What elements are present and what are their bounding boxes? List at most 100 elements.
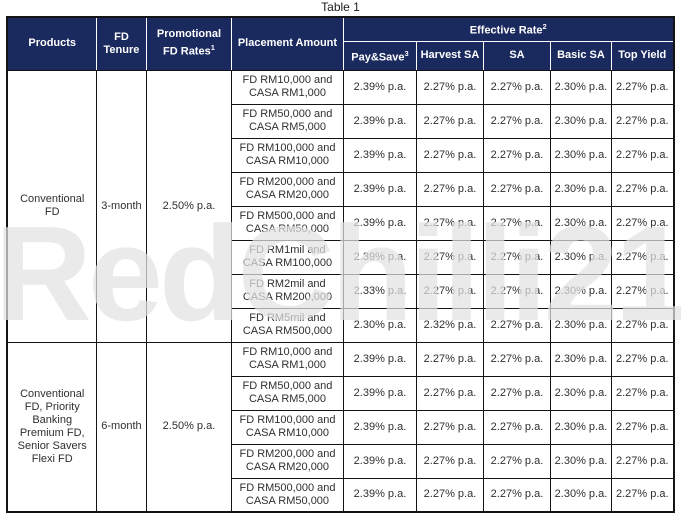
tenure-cell: 3-month bbox=[95, 69, 147, 343]
col-header-effective-rate: Effective Rate2 bbox=[342, 16, 675, 42]
rate-cell: 2.39% p.a. bbox=[342, 409, 417, 445]
placement-line: FD RM500,000 and bbox=[239, 481, 336, 494]
rate-cell: 2.30% p.a. bbox=[549, 341, 612, 377]
rate-cell: 2.39% p.a. bbox=[342, 69, 417, 105]
rate-cell: 2.27% p.a. bbox=[415, 409, 484, 445]
rate-cell: 2.27% p.a. bbox=[610, 103, 675, 139]
rate-cell: 2.27% p.a. bbox=[610, 171, 675, 207]
rate-cell: 2.27% p.a. bbox=[482, 69, 551, 105]
rate-cell: 2.27% p.a. bbox=[415, 443, 484, 479]
placement-amount-cell: FD RM10,000 and CASA RM1,000 bbox=[230, 341, 344, 377]
rate-cell: 2.27% p.a. bbox=[610, 307, 675, 343]
col-header-top-yield: Top Yield bbox=[610, 40, 675, 71]
placement-line: FD RM100,000 and bbox=[239, 414, 336, 426]
table-row: FD RM200,000 and CASA RM20,000 2.39% p.a. 2… bbox=[7, 171, 675, 207]
placement-amount-cell: FD RM500,000 and CASA RM50,000 bbox=[230, 477, 344, 513]
rate-cell: 2.33% p.a. bbox=[342, 273, 417, 309]
col-header-sa: SA bbox=[482, 40, 551, 71]
rate-cell: 2.27% p.a. bbox=[482, 205, 551, 241]
rate-cell: 2.30% p.a. bbox=[549, 205, 612, 241]
table-row: FD RM1mil and CASA RM100,000 2.39% p.a. 2.2… bbox=[7, 239, 675, 275]
col-header-pay-save: Pay&Save3 bbox=[342, 40, 417, 71]
col-header-harvest-sa: Harvest SA bbox=[415, 40, 484, 71]
table-row: FD RM200,000 and CASA RM20,000 2.39% p.a. 2… bbox=[7, 443, 675, 479]
rate-cell: 2.30% p.a. bbox=[549, 375, 612, 411]
col-header-promotional-fd-rates: Promotional FD Rates1 bbox=[145, 16, 232, 71]
rate-cell: 2.27% p.a. bbox=[482, 137, 551, 173]
table-row: FD RM50,000 and CASA RM5,000 2.39% p.a. 2.2… bbox=[7, 103, 675, 139]
placement-amount-cell: FD RM500,000 and CASA RM50,000 bbox=[230, 205, 344, 241]
rate-cell: 2.27% p.a. bbox=[482, 341, 551, 377]
table-title: Table 1 bbox=[321, 0, 360, 14]
placement-line: CASA RM50,000 bbox=[245, 494, 330, 507]
rate-cell: 2.27% p.a. bbox=[482, 375, 551, 411]
placement-line: CASA RM5,000 bbox=[248, 393, 326, 405]
placement-line: FD RM100,000 and bbox=[239, 142, 336, 154]
placement-line: CASA RM10,000 bbox=[245, 155, 330, 167]
placement-amount-cell: FD RM5mil and CASA RM500,000 bbox=[230, 307, 344, 343]
col-header-label: Top Yield bbox=[618, 49, 667, 61]
rate-cell: 2.30% p.a. bbox=[549, 273, 612, 309]
col-header-effective-rate-label: Effective Rate bbox=[469, 25, 543, 38]
placement-line: CASA RM100,000 bbox=[242, 257, 333, 269]
rate-cell: 2.39% p.a. bbox=[342, 103, 417, 139]
footnote-marker: 1 bbox=[210, 43, 215, 53]
placement-line: FD RM200,000 and bbox=[239, 448, 336, 460]
table-header: Products FD Tenure Promotional FD Rates1… bbox=[6, 16, 675, 71]
rate-cell: 2.30% p.a. bbox=[549, 409, 612, 445]
rate-cell: 2.27% p.a. bbox=[610, 443, 675, 479]
rate-cell: 2.39% p.a. bbox=[342, 171, 417, 207]
placement-line: FD RM2mil and bbox=[249, 278, 326, 290]
rate-cell: 2.27% p.a. bbox=[482, 171, 551, 207]
rate-cell: 2.27% p.a. bbox=[415, 239, 484, 275]
placement-line: CASA RM500,000 bbox=[242, 325, 333, 337]
rate-cell: 2.39% p.a. bbox=[342, 341, 417, 377]
placement-amount-cell: FD RM10,000 and CASA RM1,000 bbox=[230, 69, 344, 105]
placement-amount-cell: FD RM100,000 and CASA RM10,000 bbox=[230, 137, 344, 173]
rate-cell: 2.27% p.a. bbox=[482, 273, 551, 309]
placement-line: FD RM500,000 and bbox=[239, 210, 336, 222]
placement-line: CASA RM20,000 bbox=[245, 189, 330, 201]
footnote-marker: 3 bbox=[404, 48, 409, 58]
promo-rate-cell: 2.50% p.a. bbox=[145, 341, 232, 513]
rate-cell: 2.27% p.a. bbox=[610, 205, 675, 241]
rate-cell: 2.39% p.a. bbox=[342, 137, 417, 173]
rate-cell: 2.27% p.a. bbox=[482, 409, 551, 445]
table-row: FD RM5mil and CASA RM500,000 2.30% p.a. 2.3… bbox=[7, 307, 675, 343]
rate-cell: 2.30% p.a. bbox=[549, 239, 612, 275]
tenure-cell: 6-month bbox=[95, 341, 147, 513]
rate-cell: 2.30% p.a. bbox=[549, 307, 612, 343]
placement-line: CASA RM10,000 bbox=[245, 427, 330, 439]
table-row: Conventional FD 3-month 2.50% p.a. FD RM10,… bbox=[6, 69, 675, 343]
rate-cell: 2.27% p.a. bbox=[610, 69, 675, 105]
placement-line: CASA RM1,000 bbox=[248, 359, 326, 371]
col-header-promotional-fd-rates-label: Promotional FD Rates bbox=[156, 28, 222, 59]
placement-amount-cell: FD RM50,000 and CASA RM5,000 bbox=[230, 375, 344, 411]
placement-line: FD RM10,000 and bbox=[242, 74, 333, 86]
rate-cell: 2.27% p.a. bbox=[482, 103, 551, 139]
rate-cell: 2.32% p.a. bbox=[415, 307, 484, 343]
rate-cell: 2.39% p.a. bbox=[342, 375, 417, 411]
table-row: FD RM500,000 and CASA RM50,000 2.39% p.a. 2… bbox=[7, 205, 675, 241]
table-row: FD RM50,000 and CASA RM5,000 2.39% p.a. 2.2… bbox=[7, 375, 675, 411]
rate-cell: 2.30% p.a. bbox=[549, 443, 612, 479]
rate-cell: 2.27% p.a. bbox=[610, 239, 675, 275]
table-row: Conventional FD, Priority Banking Premiu… bbox=[6, 341, 675, 513]
rate-cell: 2.27% p.a. bbox=[415, 341, 484, 377]
rate-cell: 2.39% p.a. bbox=[342, 477, 417, 513]
rate-cell: 2.39% p.a. bbox=[342, 443, 417, 479]
fd-rates-table: Products FD Tenure Promotional FD Rates1… bbox=[6, 16, 675, 513]
rate-cell: 2.30% p.a. bbox=[549, 477, 612, 513]
col-header-label: Pay&Save bbox=[351, 51, 405, 64]
table-row: FD RM2mil and CASA RM200,000 2.33% p.a. 2.2… bbox=[7, 273, 675, 309]
rate-cell: 2.27% p.a. bbox=[415, 69, 484, 105]
product-cell: Conventional FD bbox=[6, 69, 97, 343]
table-row: FD RM500,000 and CASA RM50,000 2.39% p.a. 2… bbox=[7, 477, 675, 513]
table-row: FD RM100,000 and CASA RM10,000 2.39% p.a. 2… bbox=[7, 137, 675, 173]
col-header-label: SA bbox=[509, 49, 525, 61]
table-row: FD RM100,000 and CASA RM10,000 2.39% p.a. 2… bbox=[7, 409, 675, 445]
col-header-label: Harvest SA bbox=[420, 49, 480, 61]
rate-cell: 2.27% p.a. bbox=[415, 205, 484, 241]
rate-cell: 2.27% p.a. bbox=[610, 273, 675, 309]
promo-rate-cell: 2.50% p.a. bbox=[145, 69, 232, 343]
